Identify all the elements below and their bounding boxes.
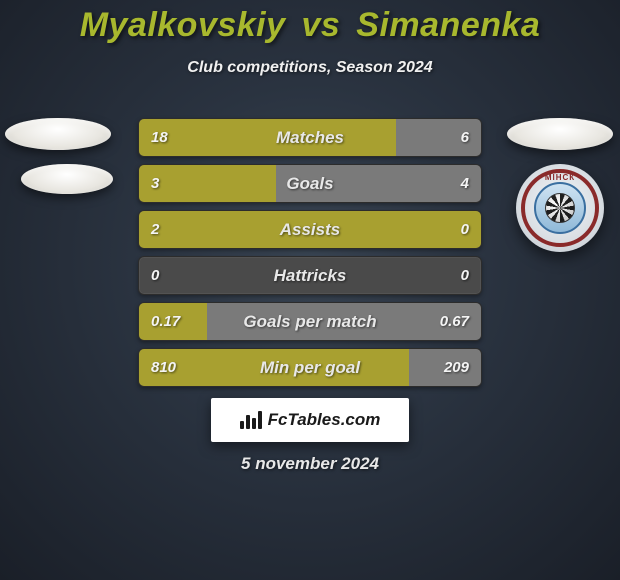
stat-row: Matches186 <box>138 118 482 157</box>
right-badge-column: МІНСК <box>500 118 620 252</box>
stat-row: Goals per match0.170.67 <box>138 302 482 341</box>
bar-chart-icon <box>240 411 262 429</box>
stat-bar-right <box>276 165 481 202</box>
stat-value-left: 0 <box>151 257 159 294</box>
stat-bar-left <box>139 119 396 156</box>
fctables-text: FcTables.com <box>268 410 381 430</box>
left-badge-column <box>0 118 120 194</box>
subtitle: Club competitions, Season 2024 <box>0 59 620 77</box>
player2-name: Simanenka <box>356 6 540 44</box>
stat-value-right: 0 <box>461 257 469 294</box>
vs-text: vs <box>302 6 341 44</box>
stat-bar-left <box>139 303 207 340</box>
fctables-logo[interactable]: FcTables.com <box>211 398 409 442</box>
stats-bars: Matches186 Goals34 Assists20 Hattricks0 0 Goa… <box>138 118 482 387</box>
stat-row: Assists20 <box>138 210 482 249</box>
stat-bar-right <box>207 303 481 340</box>
stat-row: Goals34 <box>138 164 482 203</box>
crest-text: МІНСК <box>545 173 575 182</box>
stat-bar-left <box>139 165 276 202</box>
footer-date: 5 november 2024 <box>0 454 620 474</box>
stat-row: Hattricks0 0 <box>138 256 482 295</box>
stat-bar-right <box>396 119 482 156</box>
right-club-crest: МІНСК <box>516 164 604 252</box>
stat-bar-left <box>139 349 409 386</box>
stat-bar-left <box>139 211 481 248</box>
stat-bar-right <box>409 349 481 386</box>
right-club-badge-1 <box>507 118 613 150</box>
left-club-badge-2 <box>21 164 113 194</box>
stat-label: Hattricks <box>139 257 481 294</box>
player1-name: Myalkovskiy <box>80 6 286 44</box>
page-title: Myalkovskiy vs Simanenka <box>0 0 620 45</box>
stat-row: Min per goal810209 <box>138 348 482 387</box>
left-club-badge-1 <box>5 118 111 150</box>
